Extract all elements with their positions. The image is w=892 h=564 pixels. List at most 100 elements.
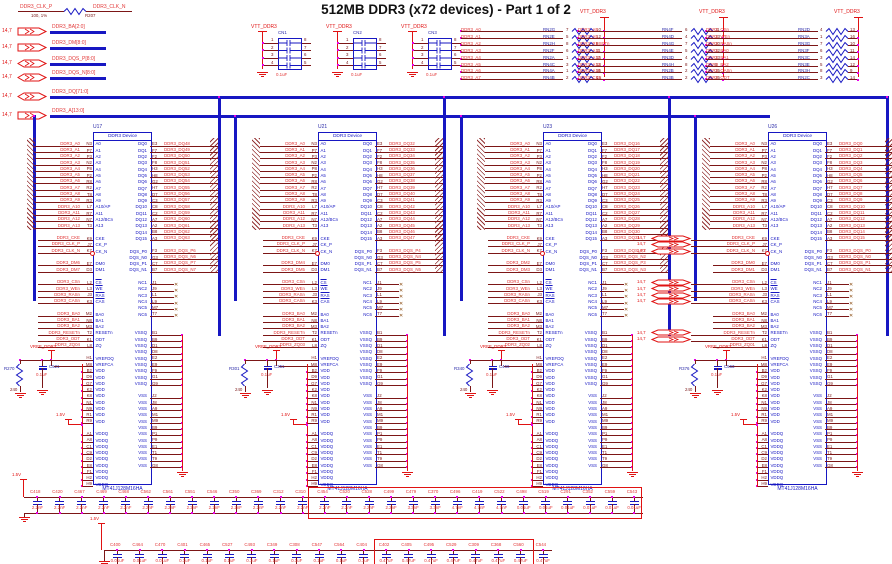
- page-ref: 14,7: [637, 298, 646, 304]
- signal-label: DDR3_DM5: [281, 266, 305, 272]
- pin-number: J3: [537, 292, 542, 298]
- wire: [578, 58, 682, 60]
- wire: [600, 271, 668, 273]
- chip-pin-name: RESETn: [545, 330, 563, 336]
- pin-number: E2: [602, 355, 608, 361]
- chip-pin-name: VSS: [363, 443, 372, 449]
- wire: [497, 556, 499, 564]
- chip-pin-name: NC4: [363, 298, 372, 304]
- ground-symbol: [22, 521, 26, 523]
- pin-number: 11: [596, 47, 601, 53]
- chip-pin-name: BA1: [545, 317, 554, 323]
- ground-symbol: [256, 72, 268, 73]
- wire: [430, 550, 432, 554]
- wire: [713, 246, 768, 248]
- pin-number: N7: [761, 216, 767, 222]
- chip-pin-name: VDD: [545, 412, 555, 418]
- chip-pin-name: DQ15: [360, 235, 372, 241]
- chip-pin-name: VSS: [813, 412, 822, 418]
- chip-pin-name: A11: [770, 210, 779, 216]
- wire: [825, 227, 892, 229]
- pin-number: R2: [86, 185, 92, 191]
- ground-symbol: [180, 476, 184, 478]
- chip-pin-name: VSS: [813, 393, 822, 399]
- wire: [147, 503, 149, 513]
- chip-pin-name: VSSQ: [584, 361, 597, 367]
- vtt-label: VTT_DDR3: [326, 24, 352, 30]
- resistor-refdes: R301: [229, 365, 240, 371]
- pin-number: 10: [596, 27, 601, 32]
- wire: [377, 50, 386, 51]
- capacitor-refdes: C420: [52, 489, 63, 495]
- signal-label: DDR3_A9: [578, 33, 598, 39]
- signal-label: DDR3_BA2: [57, 323, 80, 329]
- chip-pin-name: CK_P: [545, 242, 557, 248]
- capacitor-refdes: C561: [162, 489, 174, 495]
- pin-number: P3: [761, 153, 767, 159]
- capacitor-refdes: C499: [383, 489, 395, 495]
- resistor-symbol: [571, 41, 595, 50]
- pin-number: K2: [311, 386, 317, 392]
- chip-pin-name: BA2: [545, 324, 554, 330]
- wire: [150, 309, 174, 311]
- wire: [825, 177, 892, 178]
- wire: [500, 359, 502, 367]
- no-connect-x: ✕: [849, 300, 854, 307]
- pin-number: 3: [566, 61, 569, 67]
- capacitor-value: 3.3nF: [407, 505, 419, 511]
- signal-label: DDR3_DQ51: [164, 159, 190, 165]
- v15-label: 1.5V: [90, 516, 100, 521]
- wire: [82, 391, 93, 393]
- wire: [475, 556, 477, 564]
- chip-pin-name: VSS: [363, 418, 372, 424]
- chip-pin-name: DQ5: [362, 172, 372, 178]
- capacitor-symbol: [449, 554, 458, 556]
- chip-pin-name: VSSQ: [809, 368, 822, 374]
- no-connect-x: ✕: [174, 300, 179, 307]
- pin-number: N9: [86, 405, 92, 411]
- junction-dot: [323, 512, 326, 514]
- pin-number: J1: [377, 279, 382, 285]
- pin-number: N3: [311, 141, 317, 147]
- wire: [23, 513, 25, 517]
- wire: [35, 189, 93, 191]
- pin-number: M1: [827, 412, 834, 418]
- capacitor-value: 0.1uF: [223, 558, 236, 564]
- pin-number: E3: [377, 141, 383, 147]
- wire: [694, 385, 696, 392]
- wire: [600, 334, 632, 336]
- wire: [150, 170, 218, 172]
- chip-pin-name: DQ4: [137, 166, 147, 172]
- capacitor-symbol: [209, 501, 219, 503]
- wire: [22, 479, 24, 497]
- wire: [307, 391, 318, 393]
- pin-number: 4: [271, 59, 274, 65]
- capacitor-symbol: [452, 501, 462, 503]
- junction-dot: [367, 512, 370, 514]
- capacitor-symbol: [231, 501, 241, 503]
- capacitor-symbol: [404, 554, 414, 556]
- capacitor-value: 0.01uF: [583, 505, 597, 511]
- signal-label: DDR3_DQS_N6: [164, 254, 196, 259]
- wire: [150, 158, 218, 159]
- wire: [408, 550, 409, 554]
- pin-number: T8: [86, 191, 92, 197]
- chip-pin-name: DQ4: [587, 166, 597, 172]
- wire: [38, 284, 93, 285]
- wire: [150, 164, 218, 166]
- pin-number: A8: [311, 437, 317, 443]
- bus-line: [50, 47, 106, 50]
- junction-dot: [857, 78, 859, 81]
- ground-symbol: [689, 392, 701, 394]
- signal-label: DDR3_A0: [461, 27, 481, 32]
- chip-pin-name: VSS: [363, 424, 372, 430]
- pin-number: A7: [152, 216, 158, 222]
- resnet-refdes: RN4F: [662, 27, 674, 32]
- signal-label: DDR3_A13: [578, 61, 601, 67]
- signal-label: DDR3_A8: [510, 191, 530, 196]
- wire: [263, 271, 318, 273]
- ground-symbol: [241, 395, 249, 396]
- wire: [825, 441, 857, 443]
- pin-number: R7: [311, 210, 317, 216]
- chip-pin-name: VSS: [363, 450, 372, 456]
